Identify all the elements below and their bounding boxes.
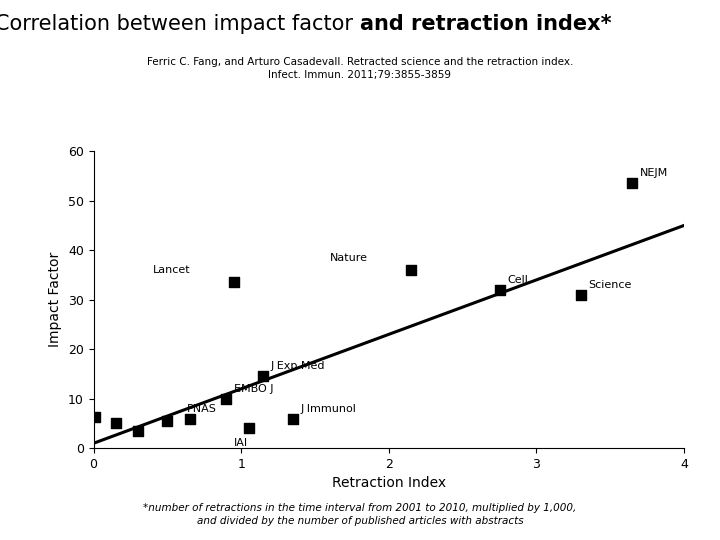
Point	[220, 394, 232, 403]
Text: EMBO J: EMBO J	[234, 384, 274, 394]
Text: IAI: IAI	[234, 438, 248, 448]
Text: PNAS: PNAS	[186, 403, 217, 414]
Point	[228, 278, 240, 287]
Text: J Immunol: J Immunol	[300, 403, 356, 414]
Text: Cell: Cell	[507, 275, 528, 285]
Point	[258, 372, 269, 381]
Text: Ferric C. Fang, and Arturo Casadevall. Retracted science and the retraction inde: Ferric C. Fang, and Arturo Casadevall. R…	[147, 57, 573, 80]
Text: *number of retractions in the time interval from 2001 to 2010, multiplied by 1,0: *number of retractions in the time inter…	[143, 503, 577, 526]
Point	[494, 286, 505, 294]
Point	[626, 179, 638, 188]
Text: Science: Science	[588, 280, 631, 290]
Point	[405, 266, 417, 274]
X-axis label: Retraction Index: Retraction Index	[332, 476, 446, 490]
Point	[575, 291, 586, 299]
Y-axis label: Impact Factor: Impact Factor	[48, 252, 63, 347]
Text: and retraction index*: and retraction index*	[360, 14, 611, 33]
Point	[161, 417, 174, 426]
Point	[243, 424, 254, 433]
Text: Correlation between impact factor: Correlation between impact factor	[0, 14, 360, 33]
Text: J Exp Med: J Exp Med	[271, 361, 325, 372]
Text: Lancet: Lancet	[153, 265, 190, 275]
Point	[110, 419, 122, 428]
Point	[184, 415, 195, 424]
Point	[287, 414, 299, 423]
Text: NEJM: NEJM	[639, 168, 668, 178]
Point	[132, 427, 144, 435]
Text: Nature: Nature	[330, 253, 368, 262]
Point	[89, 413, 101, 421]
